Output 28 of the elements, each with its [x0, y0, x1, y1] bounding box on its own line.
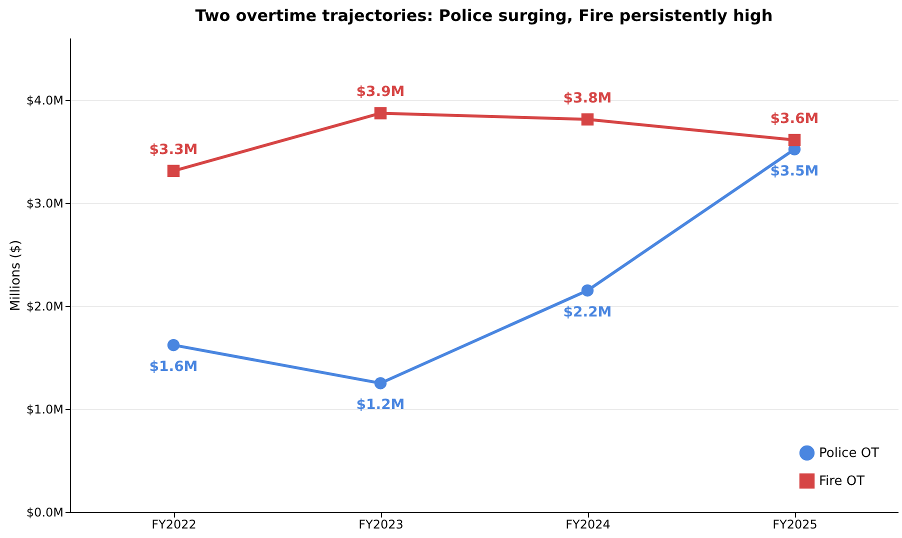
point — [167, 338, 180, 352]
point — [788, 134, 801, 146]
data-label: $1.2M — [356, 397, 405, 414]
chart-title: Two overtime trajectories: Police surging, Fire persistently high — [195, 6, 773, 25]
x-tick-label: FY2025 — [772, 518, 818, 532]
data-label: $2.2M — [563, 304, 612, 320]
legend-label: Fire OT — [819, 474, 865, 489]
legend-label: Police OT — [819, 446, 880, 461]
data-label: $3.6M — [770, 111, 819, 128]
point — [167, 164, 180, 178]
data-label: $3.3M — [149, 142, 198, 158]
y-axis-title: Millions ($) — [8, 240, 24, 312]
x-tick-label: FY2023 — [358, 518, 404, 532]
y-tick-label: $3.0M — [26, 196, 64, 210]
y-tick-label: $4.0M — [26, 93, 64, 108]
y-tick-label: $0.0M — [26, 506, 64, 520]
data-label: $3.8M — [563, 90, 612, 106]
y-tick-label: $2.0M — [26, 299, 64, 314]
point — [581, 113, 594, 126]
y-tick-label: $1.0M — [26, 402, 64, 416]
point — [374, 107, 387, 120]
point — [374, 377, 387, 390]
point — [581, 284, 594, 297]
data-label: $3.9M — [356, 84, 405, 100]
x-tick-label: FY2024 — [566, 518, 610, 532]
data-label: $1.6M — [149, 359, 198, 376]
x-tick-label: FY2022 — [152, 518, 196, 532]
data-label: $3.5M — [770, 163, 819, 180]
